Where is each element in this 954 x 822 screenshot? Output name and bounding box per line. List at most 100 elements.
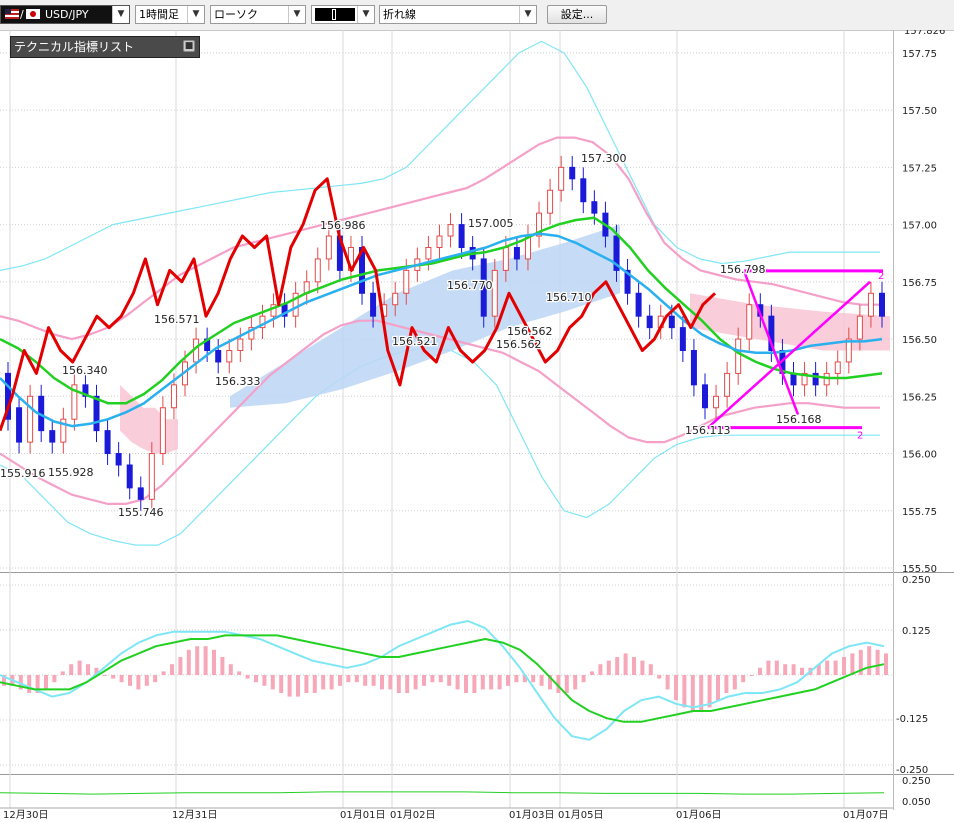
settings-button[interactable]: 設定...: [547, 5, 607, 24]
price-axis-label: 156.50: [902, 335, 937, 346]
macd-histogram-bar: [774, 660, 779, 675]
macd-histogram-bar: [338, 675, 342, 686]
minimize-icon[interactable]: ■: [183, 40, 195, 52]
macd-histogram-bar: [758, 667, 762, 675]
macd-histogram-bar: [716, 675, 720, 701]
price-axis-label: 156.00: [902, 450, 937, 461]
macd-histogram-bar: [875, 649, 880, 675]
macd-histogram-bar: [371, 675, 376, 686]
macd-histogram-bar: [35, 675, 40, 693]
trendline-drawings[interactable]: 22: [707, 269, 884, 442]
macd-histogram-bar: [18, 675, 23, 690]
cloud-pink-region: [120, 384, 178, 454]
price-axis-label: 157.826: [904, 30, 945, 37]
timeframe-select[interactable]: 1時間足 ▼: [135, 5, 205, 24]
candle-body: [71, 384, 78, 420]
macd-histogram-bar: [321, 675, 326, 690]
candle-body: [436, 235, 443, 248]
candle-body: [425, 246, 432, 260]
macd-histogram-bar: [606, 660, 611, 675]
chevron-down-icon[interactable]: ▼: [112, 6, 129, 23]
candle-body: [679, 327, 686, 352]
candle-body: [790, 372, 797, 386]
candle-body: [701, 384, 708, 409]
macd-histogram-bar: [396, 675, 401, 693]
panel-separator: [0, 572, 954, 573]
candle-body: [491, 269, 498, 317]
line-style-select[interactable]: 折れ線 ▼: [379, 5, 537, 24]
indicator-list-panel[interactable]: テクニカル指標リスト ■: [10, 36, 200, 58]
candle-body: [49, 430, 56, 443]
macd-histogram-bar: [52, 675, 57, 683]
currency-pair-select[interactable]: / USD/JPY ▼: [0, 5, 130, 24]
candle-body: [801, 372, 808, 386]
chevron-down-icon[interactable]: ▼: [357, 6, 374, 23]
chart-area[interactable]: 22 156.340155.928155.916155.746156.57115…: [0, 30, 954, 822]
macd-histogram-bar: [27, 675, 32, 693]
chevron-down-icon[interactable]: ▼: [187, 6, 204, 23]
candle-body: [713, 395, 720, 409]
moving-average-lines: [0, 177, 883, 432]
macd-histogram-bar: [640, 660, 645, 675]
color-select[interactable]: ▼: [311, 5, 375, 24]
indicator-list-title: テクニカル指標リスト: [14, 40, 135, 54]
candle-mini-icon: [332, 9, 336, 20]
toolbar: / USD/JPY ▼ 1時間足 ▼ ローソク ▼ ▼ 折れ線 ▼ 設定...: [0, 0, 954, 31]
macd-histogram-bar: [615, 657, 620, 675]
price-annotation: 156.798: [720, 263, 766, 276]
price-annotation: 155.746: [118, 506, 164, 519]
price-annotation: 156.710: [546, 291, 592, 304]
candle-body: [447, 224, 454, 237]
candle-body: [569, 166, 576, 180]
candle-body: [668, 315, 675, 329]
macd-histogram-bar: [438, 675, 443, 683]
macd-histogram-bar: [447, 675, 452, 686]
macd-histogram-bar: [816, 664, 821, 675]
macd-histogram-bar: [346, 675, 351, 683]
macd-histogram-bar: [119, 675, 124, 683]
price-axis-label: 157.50: [902, 106, 937, 117]
macd-histogram-bar: [60, 671, 65, 675]
price-annotation: 155.916: [0, 467, 46, 480]
macd-histogram-bar: [153, 675, 158, 683]
macd-histogram-bar: [506, 675, 510, 686]
lower-axis-label: 0.250: [902, 776, 931, 787]
macd-histogram-bar: [405, 675, 410, 693]
candle-body: [613, 235, 620, 271]
candle-body: [226, 350, 233, 363]
macd-histogram-bar: [573, 675, 578, 690]
candle-body: [314, 258, 321, 283]
macd-histogram-bar: [590, 671, 594, 675]
candle-body: [5, 372, 11, 420]
candle-body: [879, 292, 885, 317]
macd-histogram-bar: [287, 675, 292, 697]
candle-body: [170, 384, 177, 409]
chart-type-select[interactable]: ローソク ▼: [210, 5, 306, 24]
candle-body: [845, 338, 852, 363]
candle-body: [104, 430, 111, 455]
macd-histogram-bar: [850, 653, 855, 675]
macd-histogram-bar: [354, 675, 359, 683]
macd-histogram-bar: [413, 675, 418, 690]
candle-body: [126, 464, 133, 489]
candle-body: [746, 304, 753, 340]
chevron-down-icon[interactable]: ▼: [519, 6, 536, 23]
macd-axis-label: -0.125: [896, 714, 928, 725]
macd-histogram-bar: [522, 675, 527, 683]
red-lagging-line: [0, 177, 717, 432]
macd-histogram-bar: [858, 649, 863, 675]
price-axis-label: 156.75: [902, 278, 937, 289]
candle-body: [480, 258, 487, 317]
macd-histogram-bar: [539, 675, 544, 686]
candle-body: [16, 407, 23, 443]
candle-body: [93, 395, 100, 432]
chevron-down-icon[interactable]: ▼: [288, 6, 305, 23]
macd-histogram-bar: [228, 664, 233, 675]
candle-body: [137, 487, 144, 500]
candle-body: [82, 384, 89, 397]
time-axis-label: 01月07日: [843, 809, 888, 821]
price-annotation: 156.986: [320, 219, 366, 232]
us-flag-icon: [5, 9, 19, 19]
currency-pair-label: USD/JPY: [45, 8, 89, 21]
timeframe-label: 1時間足: [139, 8, 179, 21]
